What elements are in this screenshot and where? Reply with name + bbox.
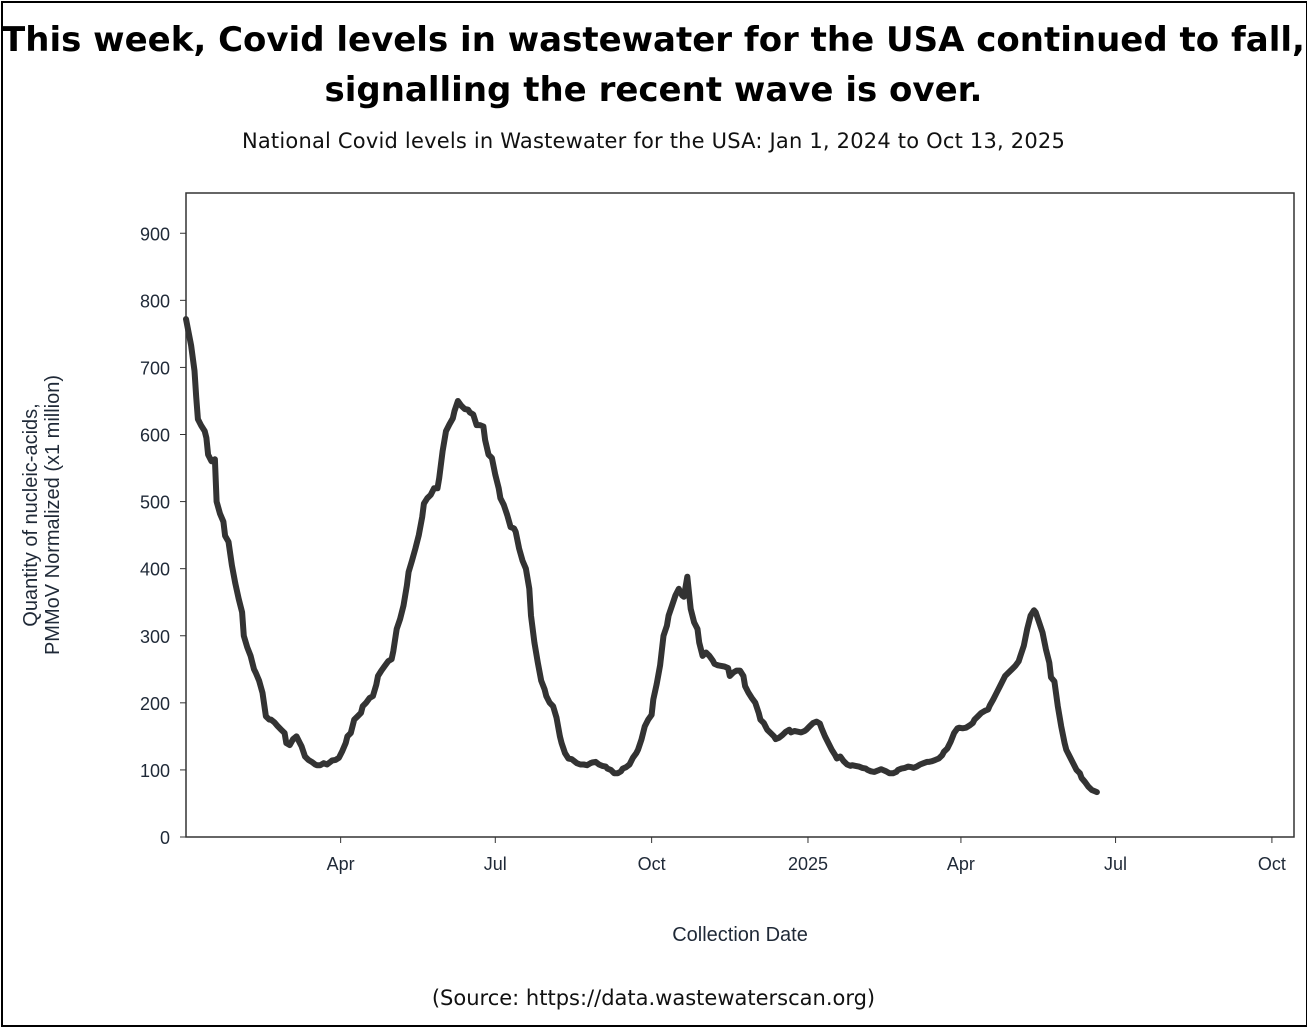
y-axis-label: Quantity of nucleic-acids, PMMoV Normali… [20, 375, 64, 655]
title-line-1: This week, Covid levels in wastewater fo… [2, 20, 1305, 60]
y-tick-label: 600 [140, 426, 170, 446]
y-axis-ticks: 0 100 200 300 400 500 600 700 800 900 [140, 224, 186, 848]
x-tick-label: Jul [484, 854, 507, 874]
x-tick-label: Oct [638, 854, 666, 874]
plot-area [185, 192, 1295, 838]
x-axis-ticks: Apr Jul Oct 2025 Apr Jul Oct [327, 837, 1286, 874]
x-tick-label: Apr [327, 854, 355, 874]
y-tick-label: 900 [140, 224, 170, 244]
x-axis-label: Collection Date [672, 924, 808, 946]
x-tick-label: Oct [1258, 854, 1286, 874]
series-line [183, 316, 1100, 796]
y-tick-label: 200 [140, 694, 170, 714]
y-tick-label: 800 [140, 291, 170, 311]
y-tick-label: 0 [160, 828, 170, 848]
y-axis-label-line-2: PMMoV Normalized (x1 million) [42, 375, 64, 655]
y-tick-label: 100 [140, 761, 170, 781]
x-tick-label: Jul [1104, 854, 1127, 874]
y-tick-label: 300 [140, 627, 170, 647]
y-tick-label: 400 [140, 560, 170, 580]
y-axis-label-line-1: Quantity of nucleic-acids, [20, 403, 42, 626]
title-line-2: signalling the recent wave is over. [324, 70, 983, 110]
source-note: (Source: https://data.wastewaterscan.org… [431, 986, 876, 1010]
y-tick-label: 500 [140, 493, 170, 513]
x-tick-label: 2025 [788, 854, 828, 874]
x-tick-label: Apr [947, 854, 975, 874]
chart-subtitle: National Covid levels in Wastewater for … [241, 129, 1066, 153]
y-tick-label: 700 [140, 358, 170, 378]
